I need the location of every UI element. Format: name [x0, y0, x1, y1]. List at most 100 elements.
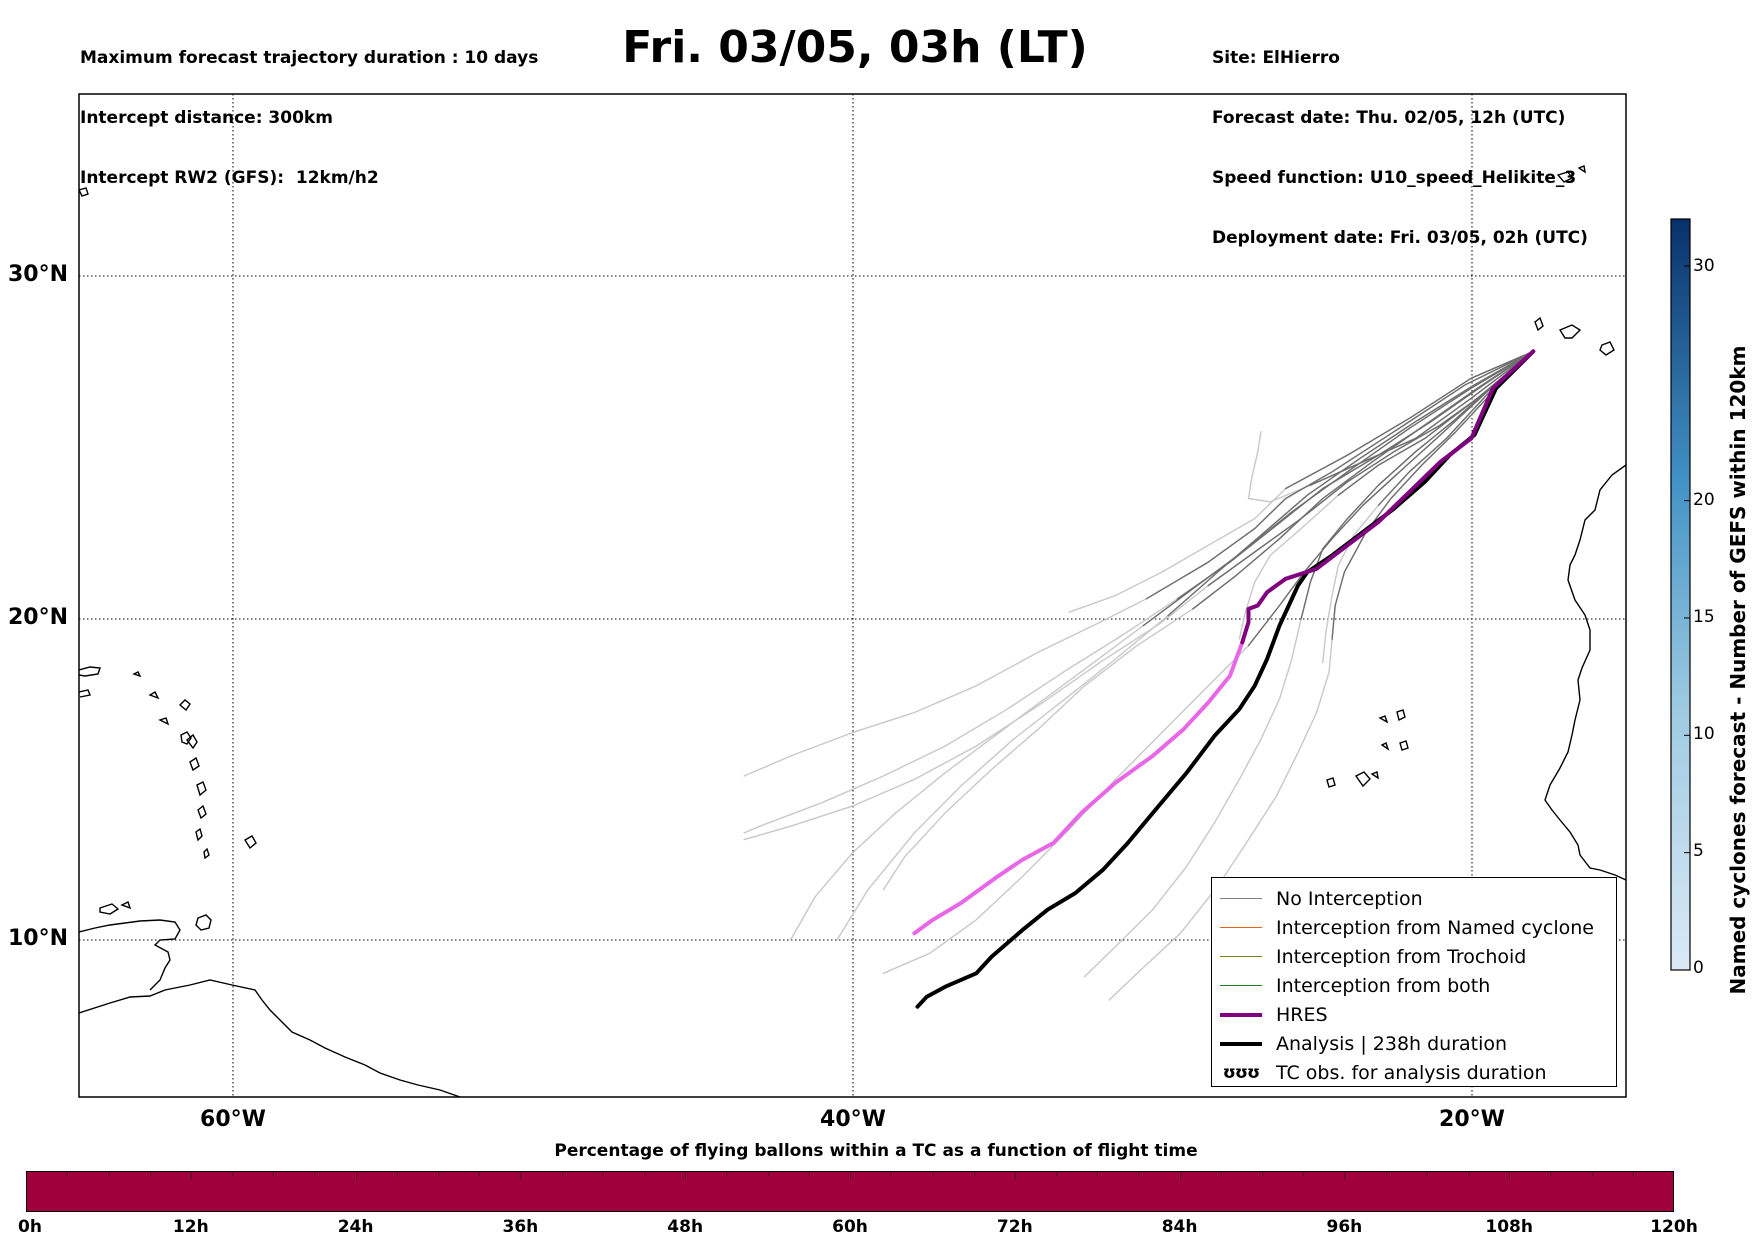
ensemble-track-near: [1331, 350, 1534, 640]
hres-track-late: [912, 640, 1245, 936]
flight-time-tick-label: 60h: [832, 1217, 868, 1237]
legend-item: Interception from Named cyclone: [1212, 913, 1616, 942]
legend-item: No Interception: [1212, 884, 1616, 913]
madeira-island: [1556, 171, 1574, 183]
ensemble-track-far: [743, 350, 1534, 834]
param-line: Intercept RW2 (GFS): 12km/h2: [80, 168, 379, 188]
flight-time-minor-tick: [314, 1172, 316, 1176]
lesser-antilles-island: [195, 827, 203, 842]
ensemble-track-near: [1247, 350, 1534, 647]
flight-time-tick-label: 36h: [502, 1217, 539, 1237]
flight-time-minor-tick: [438, 1172, 439, 1176]
colorbar-scale: [1670, 218, 1691, 971]
flight-time-bar: [26, 1171, 1674, 1212]
flight-time-minor-tick: [891, 1172, 893, 1176]
page-title: Fri. 03/05, 03h (LT): [622, 22, 1088, 73]
lesser-antilles-island: [178, 699, 191, 712]
ensemble-track-far: [836, 350, 1534, 941]
flight-time-minor-tick: [396, 1172, 398, 1176]
flight-time-minor-tick: [726, 1172, 728, 1176]
flight-time-minor-tick: [1262, 1172, 1263, 1176]
lon-label: 20°W: [1439, 1107, 1505, 1132]
flight-time-minor-tick: [273, 1172, 275, 1176]
flight-time-minor-tick: [644, 1172, 645, 1176]
island: [148, 691, 160, 700]
cape-verde-island: [1380, 742, 1390, 751]
flight-time-minor-tick: [149, 1172, 151, 1176]
legend-label: HRES: [1276, 1003, 1328, 1026]
flight-time-minor-tick: [67, 1172, 69, 1176]
ensemble-track-far: [1322, 350, 1534, 664]
colorbar-tick-label: 5: [1693, 841, 1704, 861]
canary-island: [1599, 341, 1615, 356]
ensemble-track-near: [1142, 350, 1534, 627]
ensemble-track-near: [1309, 350, 1534, 486]
site-line: Speed function: U10_speed_Helikite_3: [1212, 168, 1577, 188]
legend-swatch: [1220, 898, 1262, 899]
island: [79, 689, 91, 698]
flight-time-minor-tick: [1468, 1172, 1469, 1176]
hres-track: [1240, 349, 1536, 645]
coastlines: [79, 165, 1626, 1097]
flight-time-minor-tick: [1179, 1172, 1181, 1180]
site-info: Site: ElHierro Forecast date: Thu. 02/05…: [1212, 8, 1588, 268]
map-legend: No Interception Interception from Named …: [1211, 877, 1617, 1087]
ensemble-track-near: [1285, 350, 1534, 490]
legend-item: HRES: [1212, 1000, 1616, 1029]
flight-time-minor-tick: [1632, 1172, 1634, 1176]
legend-label: TC obs. for analysis duration: [1276, 1061, 1547, 1084]
lat-label: 20°N: [8, 605, 69, 630]
legend-label: Interception from Named cyclone: [1276, 916, 1594, 939]
flight-time-minor-tick: [1591, 1172, 1593, 1176]
flight-time-tick-label: 24h: [337, 1217, 374, 1237]
flight-time-minor-tick: [1550, 1172, 1552, 1176]
map-frame: [78, 93, 1627, 1098]
island: [79, 187, 89, 197]
guadeloupe-island: [180, 731, 192, 745]
cape-verde-island: [1396, 709, 1406, 722]
ensemble-track-near: [1167, 350, 1534, 617]
site-line: Deployment date: Fri. 03/05, 02h (UTC): [1212, 228, 1588, 248]
colorbar-tick-label: 10: [1693, 724, 1715, 744]
cape-verde-island: [1378, 715, 1389, 724]
cape-verde-island: [1399, 740, 1409, 751]
flight-time-minor-tick: [1303, 1172, 1305, 1176]
lesser-antilles-island: [186, 733, 198, 750]
param-line: Maximum forecast trajectory duration : 1…: [80, 48, 539, 68]
ensemble-track-near: [1192, 350, 1534, 610]
flight-time-minor-tick: [479, 1172, 481, 1176]
lat-label: 30°N: [8, 262, 69, 287]
madeira-island: [1577, 165, 1586, 174]
forecast-parameters: Maximum forecast trajectory duration : 1…: [80, 8, 538, 208]
island: [120, 901, 132, 910]
legend-swatch: [1220, 927, 1262, 928]
param-line: Intercept distance: 300km: [80, 108, 333, 128]
legend-swatch: [1220, 1041, 1262, 1046]
flight-time-tick-label: 12h: [172, 1217, 209, 1237]
legend-item: Interception from Trochoid: [1212, 942, 1616, 971]
site-line: Site: ElHierro: [1212, 48, 1340, 68]
flight-time-minor-tick: [808, 1172, 810, 1176]
canary-island: [1534, 316, 1544, 332]
site-line: Forecast date: Thu. 02/05, 12h (UTC): [1212, 108, 1566, 128]
analysis-track: [915, 349, 1536, 1009]
flight-time-tick-label: 108h: [1485, 1217, 1533, 1237]
flight-time-minor-tick: [767, 1172, 769, 1176]
canary-island: [1558, 324, 1582, 339]
curacao-island: [99, 903, 120, 915]
venezuela-coast: [79, 919, 181, 991]
legend-item: Interception from both: [1212, 971, 1616, 1000]
ensemble-track-near: [1207, 350, 1534, 587]
trajectories: [743, 349, 1536, 1009]
legend-label: Interception from both: [1276, 974, 1491, 997]
flight-time-minor-tick: [850, 1172, 851, 1180]
flight-time-tick-label: 48h: [667, 1217, 704, 1237]
island: [244, 835, 257, 850]
lat-label: 10°N: [8, 926, 69, 951]
legend-swatch: [1220, 1012, 1262, 1017]
flight-time-minor-tick: [190, 1172, 192, 1180]
ensemble-track-near: [1145, 350, 1534, 600]
cape-verde-island: [1354, 771, 1371, 788]
lon-label: 60°W: [200, 1107, 266, 1132]
flight-time-minor-tick: [602, 1172, 604, 1176]
